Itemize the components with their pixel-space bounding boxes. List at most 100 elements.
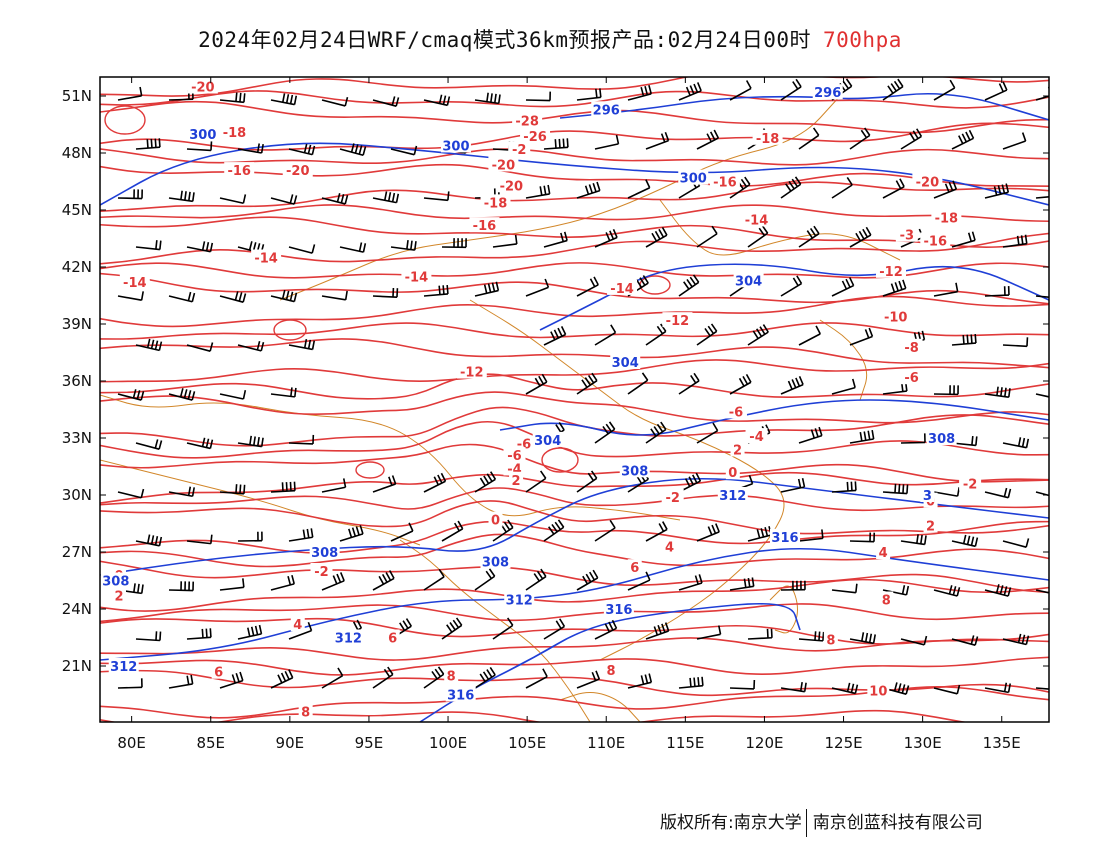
wind-barb: [729, 679, 756, 690]
height-label: 312: [110, 660, 137, 675]
temperature-label: -12: [879, 265, 903, 280]
wind-barb: [441, 520, 464, 542]
wind-barb: [474, 568, 496, 591]
temperature-label-bg: [900, 369, 923, 385]
wind-barb: [474, 471, 497, 493]
wind-barb: [321, 290, 348, 301]
wind-barb: [933, 487, 960, 497]
temperature-label: -26: [523, 130, 547, 145]
temperature-label-bg: [282, 162, 313, 178]
temperature-label-bg: [823, 631, 838, 647]
temperature-label: -6: [507, 449, 521, 464]
height-label-bg: [309, 544, 340, 559]
height-label: 304: [534, 434, 561, 449]
wind-barb: [951, 534, 979, 548]
wind-barb: [984, 81, 1008, 101]
wind-barb: [849, 632, 877, 645]
isotherm-closed: [273, 319, 307, 341]
temperature-label: -14: [123, 276, 147, 291]
temperature-label-bg: [480, 194, 511, 210]
wind-barb: [576, 181, 601, 199]
temperature-label: -18: [756, 132, 780, 147]
wind-barb: [543, 231, 568, 248]
temperature-label: 8: [606, 664, 615, 679]
wind-barb: [576, 372, 598, 395]
lat-tick-label: 33N: [62, 429, 92, 447]
wind-barb: [882, 483, 909, 495]
wind-barb: [1035, 295, 1049, 298]
wind-barb: [594, 619, 618, 640]
wind-barb: [117, 389, 145, 401]
temperature-label-bg: [895, 226, 918, 242]
lat-tick-label: 24N: [62, 600, 92, 618]
lat-tick-label: 27N: [62, 543, 92, 561]
lat-tick-label: 42N: [62, 258, 92, 276]
wind-barb: [900, 433, 926, 444]
temperature-label: -2: [963, 478, 977, 493]
temperature-label-bg: [752, 129, 783, 145]
lat-tick-label: 39N: [62, 315, 92, 333]
height-contour-line: [499, 399, 1049, 436]
isotherm-line: [100, 90, 1049, 109]
wind-barb: [933, 282, 959, 297]
wind-barb: [339, 143, 367, 156]
temperature-label-bg: [401, 268, 432, 284]
temperature-label: 8: [882, 594, 891, 609]
wind-barb: [288, 528, 314, 542]
wind-barb: [594, 228, 618, 248]
temperature-label: 0: [926, 495, 935, 510]
wind-barb: [237, 624, 263, 640]
lat-tick-label: 30N: [62, 486, 92, 504]
isotherm-line: [100, 633, 1049, 661]
wind-barb: [423, 284, 449, 297]
isotherm-line: [100, 232, 1049, 265]
wind-barb: [696, 422, 719, 444]
wind-barb: [678, 574, 703, 591]
height-label: 308: [311, 546, 338, 561]
wind-barb: [576, 569, 599, 591]
chart-title: 2024年02月24日WRF/cmaq模式36km预报产品:02月24日00时 7…: [0, 24, 1100, 54]
wind-barb: [219, 390, 247, 400]
wind-barb: [423, 666, 445, 689]
height-contour-line: [100, 547, 1049, 661]
height-label-bg: [108, 658, 139, 673]
wind-barb: [270, 289, 298, 303]
wind-barb: [747, 628, 773, 640]
temperature-label-bg: [923, 517, 938, 533]
wind-barb: [321, 667, 344, 689]
wind-barb: [219, 92, 246, 104]
isotherm-closed: [541, 447, 579, 473]
temperature-label-bg: [661, 488, 684, 504]
wind-barb: [900, 635, 928, 646]
lon-tick-label: 95E: [355, 734, 384, 752]
wind-barb: [543, 326, 567, 346]
temperature-label-bg: [385, 629, 400, 645]
wind-barb: [372, 287, 399, 299]
wind-barb: [372, 666, 394, 689]
lon-tick-label: 135E: [983, 734, 1021, 752]
wind-barb: [951, 231, 976, 248]
temperature-label: -16: [473, 219, 497, 234]
wind-barb: [117, 488, 145, 499]
wind-barb: [780, 176, 802, 199]
wind-barb: [321, 478, 347, 493]
temperature-label: -6: [729, 405, 743, 420]
temperature-label: -18: [935, 212, 959, 227]
wind-barb: [270, 194, 298, 205]
lon-tick-label: 105E: [508, 734, 546, 752]
wind-barb: [696, 225, 718, 248]
pressure-level-label: 700hpa: [823, 28, 902, 52]
wind-barb: [270, 93, 298, 106]
temperature-label: -2: [512, 143, 526, 158]
wind-barb: [594, 421, 616, 444]
height-label: 304: [735, 274, 762, 289]
wind-barb: [627, 179, 651, 199]
temperature-label: -12: [666, 314, 690, 329]
map-frame: [99, 76, 1050, 723]
temperature-label-bg: [724, 403, 747, 419]
wind-barb: [678, 676, 704, 689]
lat-tick-label: 48N: [62, 144, 92, 162]
temperature-label: 6: [214, 666, 223, 681]
wind-barb: [525, 91, 552, 102]
temperature-label-bg: [730, 441, 745, 457]
